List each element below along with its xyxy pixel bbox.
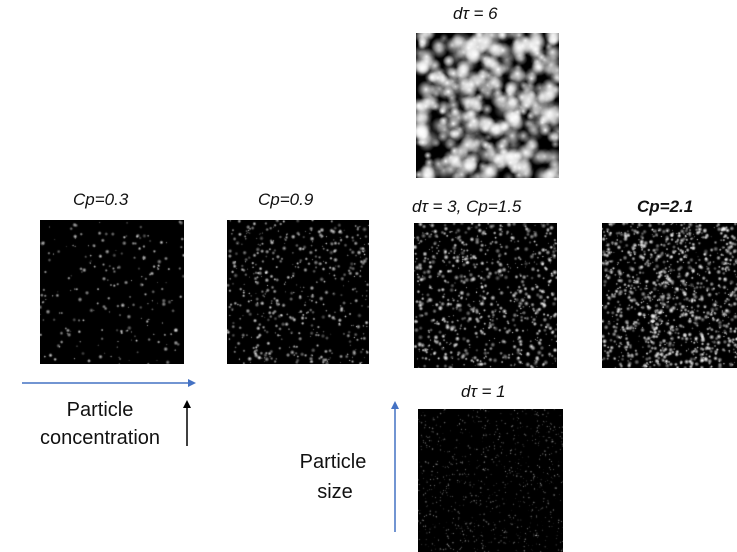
label-cp-0-9: Cp=0.9 (258, 190, 314, 209)
speckle-image-cp-2-1 (602, 223, 737, 368)
label-center: dτ = 3, Cp=1.5 (412, 197, 522, 216)
speckle-image-size-6 (416, 33, 559, 178)
label-top-size-6: dτ = 6 (453, 4, 498, 23)
size-text-line1: Particle (299, 451, 367, 473)
speckle-image-center (414, 223, 557, 368)
concentration-text-line1: Particle (66, 399, 134, 421)
speckle-image-cp-0-9 (227, 220, 369, 364)
concentration-text-line2: concentration (39, 427, 161, 449)
speckle-image-cp-0-3 (40, 220, 184, 364)
label-cp-2-1: Cp=2.1 (637, 197, 694, 216)
label-cp-0-3: Cp=0.3 (73, 190, 129, 209)
label-bottom-size-1: dτ = 1 (461, 382, 506, 401)
size-text-line2: size (317, 481, 353, 503)
speckle-image-size-1 (418, 409, 563, 552)
